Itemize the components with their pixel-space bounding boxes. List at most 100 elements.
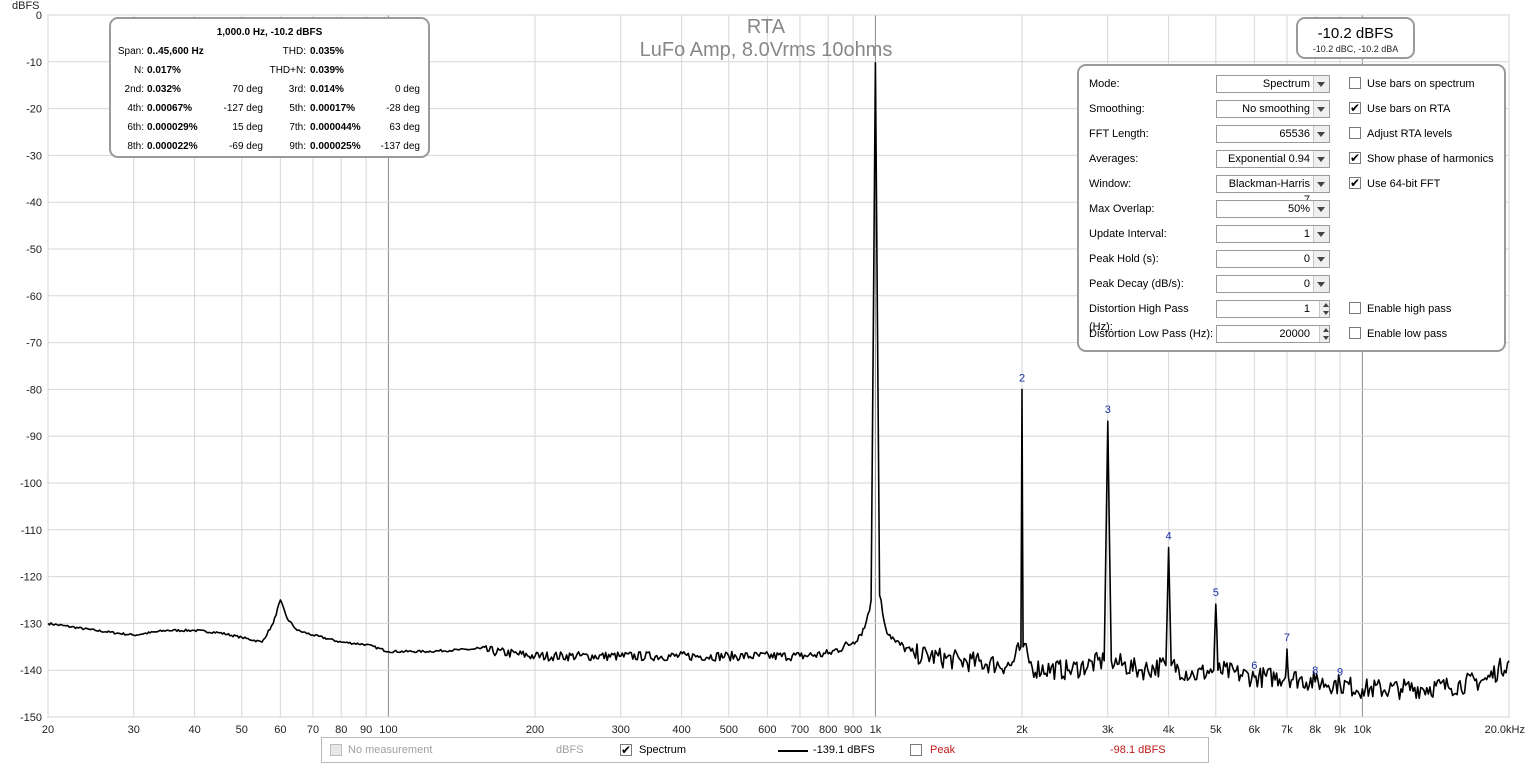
setting-checkbox-row[interactable]: Enable low pass: [1349, 325, 1499, 343]
stats-phase: 63 deg: [389, 122, 420, 133]
setting-row: Peak Hold (s): 0: [1089, 250, 1339, 268]
harmonic-label-8: 8: [1312, 665, 1318, 677]
setting-checkbox-label: Use 64-bit FFT: [1367, 178, 1441, 190]
x-tick-label: 2k: [1016, 724, 1028, 736]
y-tick-label: -10: [26, 57, 42, 69]
chevron-down-icon[interactable]: [1313, 276, 1329, 292]
setting-dropdown[interactable]: 65536: [1216, 125, 1330, 143]
spin-up-icon[interactable]: [1323, 303, 1329, 307]
chevron-down-icon[interactable]: [1313, 176, 1329, 192]
chart-subtitle: LuFo Amp, 8.0Vrms 10ohms: [640, 39, 893, 61]
setting-checkbox[interactable]: [1349, 127, 1361, 139]
setting-checkbox[interactable]: ✔: [1349, 101, 1361, 115]
setting-checkbox[interactable]: [1349, 327, 1361, 339]
spin-arrows-icon[interactable]: [1319, 301, 1329, 317]
stats-value: 0.00067%: [147, 103, 193, 114]
setting-dropdown[interactable]: Exponential 0.94: [1216, 150, 1330, 168]
stats-label: 2nd:: [124, 84, 144, 95]
spin-arrows-icon[interactable]: [1319, 326, 1329, 342]
setting-value: 65536: [1279, 128, 1310, 140]
setting-checkbox[interactable]: [1349, 77, 1361, 89]
setting-dropdown[interactable]: 50%: [1216, 200, 1330, 218]
setting-checkbox-label: Use bars on spectrum: [1367, 78, 1475, 90]
setting-spinbox[interactable]: 20000: [1216, 325, 1330, 343]
setting-checkbox[interactable]: ✔: [1349, 176, 1361, 190]
x-tick-label: 10k: [1354, 724, 1372, 736]
y-tick-label: -20: [26, 104, 42, 116]
peak-checkbox[interactable]: [910, 744, 922, 756]
harmonic-label-2: 2: [1019, 372, 1025, 384]
setting-checkbox-row[interactable]: Use bars on spectrum: [1349, 75, 1499, 93]
stats-phase: 15 deg: [232, 122, 263, 133]
setting-checkbox-label: Show phase of harmonics: [1367, 153, 1494, 165]
x-tick-label: 20: [42, 724, 54, 736]
y-tick-label: -100: [20, 478, 42, 490]
setting-row: Peak Decay (dB/s): 0: [1089, 275, 1339, 293]
stats-value: 0.035%: [310, 46, 344, 57]
spectrum-checkbox[interactable]: ✔: [620, 743, 632, 757]
chevron-down-icon[interactable]: [1313, 201, 1329, 217]
chevron-down-icon[interactable]: [1313, 76, 1329, 92]
peak-legend-value: -98.1 dBFS: [1110, 744, 1166, 756]
y-tick-label: -50: [26, 244, 42, 256]
stats-label: 9th:: [289, 141, 306, 152]
x-tick-label: 500: [720, 724, 738, 736]
setting-checkbox-row[interactable]: ✔ Use 64-bit FFT: [1349, 175, 1499, 193]
setting-checkbox-row[interactable]: ✔ Use bars on RTA: [1349, 100, 1499, 118]
setting-label: Peak Hold (s):: [1089, 253, 1159, 265]
setting-checkbox[interactable]: ✔: [1349, 151, 1361, 165]
stats-value: 0.000044%: [310, 122, 361, 133]
x-tick-label: 50: [236, 724, 248, 736]
stats-label: 8th:: [127, 141, 144, 152]
x-tick-label: 900: [844, 724, 862, 736]
peak-legend-label: Peak: [930, 744, 956, 756]
spectrum-legend-value: -139.1 dBFS: [813, 744, 875, 756]
setting-dropdown[interactable]: No smoothing: [1216, 100, 1330, 118]
stats-label: Span:: [117, 46, 144, 57]
no-measurement-checkbox[interactable]: [330, 744, 342, 756]
y-tick-label: 0: [36, 10, 42, 22]
distortion-stats-panel: 1,000.0 Hz, -10.2 dBFS Span: 0..45,600 Hz…: [109, 17, 430, 158]
x-tick-label: 600: [758, 724, 776, 736]
stats-phase: 70 deg: [232, 84, 263, 95]
x-tick-label: 100: [379, 724, 397, 736]
spin-up-icon[interactable]: [1323, 328, 1329, 332]
setting-spinbox[interactable]: 1: [1216, 300, 1330, 318]
spin-down-icon[interactable]: [1323, 311, 1329, 315]
spectrum-line-swatch: [778, 750, 808, 752]
stats-row: 2nd: 0.032% 70 deg 3rd: 0.014% 0 deg: [111, 83, 428, 97]
setting-dropdown[interactable]: Blackman-Harris 7: [1216, 175, 1330, 206]
y-tick-label: -40: [26, 197, 42, 209]
stats-label: THD+N:: [269, 65, 306, 76]
setting-dropdown[interactable]: 1: [1216, 225, 1330, 243]
setting-dropdown[interactable]: Spectrum: [1216, 75, 1330, 93]
chevron-down-icon[interactable]: [1313, 126, 1329, 142]
chevron-down-icon[interactable]: [1313, 151, 1329, 167]
y-tick-label: -110: [21, 525, 42, 537]
chevron-down-icon[interactable]: [1313, 101, 1329, 117]
legend-unit: dBFS: [556, 744, 584, 756]
setting-checkbox-row[interactable]: Adjust RTA levels: [1349, 125, 1499, 143]
setting-checkbox-row[interactable]: Enable high pass: [1349, 300, 1499, 318]
setting-checkbox-row[interactable]: ✔ Show phase of harmonics: [1349, 150, 1499, 168]
no-measurement-label: No measurement: [348, 744, 433, 756]
level-main-value: -10.2 dBFS: [1317, 25, 1394, 42]
setting-row: FFT Length: 65536: [1089, 125, 1339, 143]
chevron-down-icon[interactable]: [1313, 251, 1329, 267]
setting-label: Distortion Low Pass (Hz):: [1089, 328, 1214, 340]
stats-phase: -137 deg: [380, 141, 420, 152]
chevron-down-icon[interactable]: [1313, 226, 1329, 242]
x-tick-label: 30: [128, 724, 140, 736]
x-tick-label: 8k: [1309, 724, 1321, 736]
stats-value: 0.000022%: [147, 141, 198, 152]
setting-value: 0: [1303, 253, 1310, 265]
setting-dropdown[interactable]: 0: [1216, 250, 1330, 268]
setting-value: 1: [1303, 228, 1310, 240]
setting-checkbox[interactable]: [1349, 302, 1361, 314]
setting-label: Averages:: [1089, 153, 1139, 165]
setting-dropdown[interactable]: 0: [1216, 275, 1330, 293]
x-tick-label: 200: [526, 724, 544, 736]
x-tick-label: 400: [672, 724, 690, 736]
spin-down-icon[interactable]: [1323, 336, 1329, 340]
y-tick-label: -150: [20, 712, 42, 724]
